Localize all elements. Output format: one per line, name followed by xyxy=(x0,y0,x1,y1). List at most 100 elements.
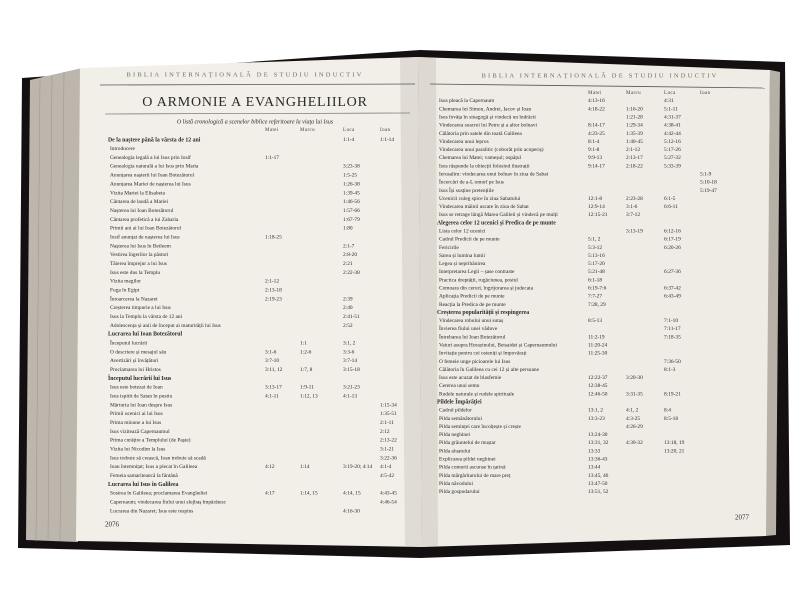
scripture-ref: 5:13-16 xyxy=(588,253,605,259)
section-heading: Începutul lucrării lui Isus xyxy=(108,374,172,382)
scripture-ref: 2:19-23 xyxy=(265,296,282,302)
scripture-ref: 13:45, 46 xyxy=(588,473,609,479)
scripture-ref: 2:41-51 xyxy=(343,314,360,320)
scripture-ref: 2:12 xyxy=(380,429,390,435)
event-name: Pilda gospodarului xyxy=(439,489,480,495)
event-name: Iosif anunțat de nașterea lui Isus xyxy=(110,233,180,240)
scripture-ref: 12:46-50 xyxy=(588,391,608,397)
scripture-ref: 3:15-18 xyxy=(343,367,360,373)
page-edges xyxy=(26,68,82,542)
gutter-shadow xyxy=(400,57,422,547)
scripture-ref: 5:27-32 xyxy=(664,155,681,161)
event-name: Primii ani ai lui Ioan Botezătorul xyxy=(110,226,182,232)
event-name: Legea și neprihănirea xyxy=(439,261,486,267)
page-number: 2076 xyxy=(105,521,120,529)
page-subtitle: O listă cronologică a scenelor biblice r… xyxy=(177,118,334,125)
scripture-ref: 5:17-26 xyxy=(664,147,681,153)
scripture-ref: 3:21-23 xyxy=(343,385,360,391)
scripture-ref: 4:26-29 xyxy=(626,424,643,430)
column-header: Ioan xyxy=(380,128,391,133)
scripture-ref: 2:13-22 xyxy=(380,438,397,444)
scripture-ref: 7:1-10 xyxy=(664,318,678,324)
column-header: Matei xyxy=(265,128,279,133)
scripture-ref: 1:1-17 xyxy=(265,155,279,161)
column-header: Luca xyxy=(664,91,676,96)
scripture-ref: 4:42-44 xyxy=(664,131,681,137)
scripture-ref: 4:18-22 xyxy=(588,106,605,112)
event-name: Vindecarea unui lepros xyxy=(439,139,489,145)
scripture-ref: 4:13-16 xyxy=(588,98,605,104)
event-name: Introducere xyxy=(110,146,135,152)
event-name: Anunțarea nașterii lui Ioan Botezătorul xyxy=(110,173,195,179)
event-name: Pilda năvodului xyxy=(439,481,473,487)
scripture-ref: 4:12 xyxy=(265,464,275,470)
event-name: Avertizări și învățături xyxy=(110,358,159,364)
scripture-ref: 5:1-9 xyxy=(700,172,712,178)
scripture-ref: 11:25-30 xyxy=(588,351,608,357)
right-page xyxy=(418,57,770,547)
event-name: Isus învăța în sinagogă și vindecă un în… xyxy=(439,115,536,121)
scripture-ref: 1:35-39 xyxy=(626,131,643,137)
column-header: Ioan xyxy=(700,91,711,96)
event-name: Isus ispitit de Satan în pustiu xyxy=(110,394,172,400)
scripture-ref: 5:1, 2 xyxy=(588,237,601,243)
event-name: Fericirile xyxy=(439,245,459,251)
event-name: Explicarea pildei neghinei xyxy=(439,457,496,463)
event-name: Primii ucenici ai lui Isus xyxy=(110,411,163,417)
scripture-ref: 6:17-19 xyxy=(664,237,681,243)
scripture-ref: 8:1-4 xyxy=(588,139,600,145)
event-name: Vindecarea soacrei lui Petru și a altor … xyxy=(439,123,538,129)
scripture-ref: 5:12-16 xyxy=(664,139,681,145)
event-name: Femeia samariteancă la fântână xyxy=(110,472,178,479)
scripture-ref: 4:1-4 xyxy=(380,464,392,470)
scripture-ref: 4:17 xyxy=(265,491,275,497)
scripture-ref: 8:4 xyxy=(664,408,671,414)
scripture-ref: 13:3-23 xyxy=(588,416,605,422)
event-name: Isus răspunde la obiecții folosind ilust… xyxy=(439,162,530,169)
scripture-ref: 3:7-10 xyxy=(265,358,279,364)
event-name: Cadrul Predicii de pe munte xyxy=(439,237,500,243)
scripture-ref: 1:35-51 xyxy=(380,411,397,417)
scripture-ref: 13:36-43 xyxy=(588,457,608,463)
scripture-ref: 5:33-39 xyxy=(664,163,681,169)
event-name: Vindecarea robului unui sutaș xyxy=(439,318,503,324)
event-name: Cadrul pildelor xyxy=(439,408,472,414)
event-name: Prima curățire a Templului (de Paște) xyxy=(110,437,191,444)
event-name: O femeie unge picioarele lui Isus xyxy=(439,358,510,365)
event-name: Vestirea îngerilor la păstori xyxy=(110,252,169,258)
event-name: Isus este dus la Templu xyxy=(110,270,160,276)
event-name: Călătoria prin satele din toată Galileea xyxy=(439,131,522,137)
event-name: Cererea unui semn xyxy=(439,383,480,389)
scripture-ref: 2:39 xyxy=(343,296,353,302)
event-name: Adolescența și anii de început ai maturi… xyxy=(110,323,221,329)
scripture-ref: 1:16-20 xyxy=(626,106,643,112)
scripture-ref: 4:46-54 xyxy=(380,500,397,506)
event-name: Călătoria în Galileea cu cei 12 și alte … xyxy=(439,367,540,373)
scripture-ref: 1:18-25 xyxy=(265,234,282,240)
event-name: Isus se retrage lângă Marea Galileii și … xyxy=(439,212,558,218)
scripture-ref: 4:23-25 xyxy=(588,131,605,137)
scripture-ref: 2:21 xyxy=(343,261,353,267)
scripture-ref: 4:30-32 xyxy=(626,440,643,446)
scripture-ref: 12:15-21 xyxy=(588,212,608,218)
scripture-ref: 13:24-30 xyxy=(588,432,608,438)
scripture-ref: 8:5-18 xyxy=(664,416,678,422)
scripture-ref: 1:1-4 xyxy=(343,137,355,143)
scripture-ref: 5:10-18 xyxy=(700,180,717,186)
page-number: 2077 xyxy=(735,514,750,522)
scripture-ref: 6:1-5 xyxy=(664,196,676,202)
event-name: Aplicația Predicii de pe munte xyxy=(439,294,505,300)
scripture-ref: 1:26-38 xyxy=(343,181,360,187)
scripture-ref: 6:27-36 xyxy=(664,269,681,275)
scripture-ref: 7:11-17 xyxy=(664,326,681,332)
event-name: Anunțarea Mariei de nașterea lui Isus xyxy=(110,181,191,187)
event-name: Comoara din ceruri, îngrijorarea și jude… xyxy=(439,286,534,292)
event-name: Pilda comorii ascunse în țarină xyxy=(439,465,506,471)
event-name: Proclamarea lui Hristos xyxy=(110,367,161,373)
scripture-ref: 1:9-11 xyxy=(300,385,314,391)
section-heading: De la naștere până la vârsta de 12 ani xyxy=(108,137,201,143)
event-name: Capernaum; vindecarea fiului unui slujba… xyxy=(110,499,227,506)
scripture-ref: 8:1-3 xyxy=(664,367,676,373)
column-header: Matei xyxy=(588,91,602,96)
scripture-ref: 13:47-50 xyxy=(588,481,608,487)
